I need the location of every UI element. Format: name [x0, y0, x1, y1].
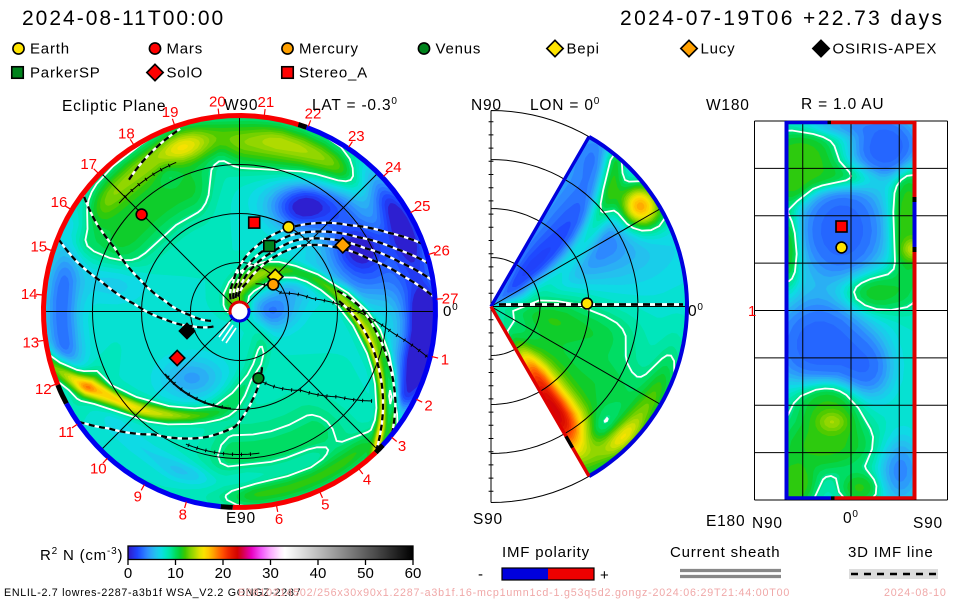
svg-text:13: 13	[22, 334, 39, 351]
svg-text:2024-08-10: 2024-08-10	[884, 587, 947, 599]
svg-text:4: 4	[363, 472, 371, 489]
svg-text:E180: E180	[706, 513, 745, 530]
svg-text:W180: W180	[706, 97, 750, 114]
svg-text:6: 6	[275, 511, 283, 528]
svg-text:S90: S90	[913, 515, 943, 532]
svg-text:2024-07-19T06 +22.73 days: 2024-07-19T06 +22.73 days	[620, 7, 944, 30]
svg-text:Bepi: Bepi	[567, 41, 600, 58]
svg-text:17: 17	[80, 156, 97, 173]
svg-text:IMF polarity: IMF polarity	[502, 544, 590, 561]
svg-text:10: 10	[167, 565, 184, 582]
svg-text:W90: W90	[224, 97, 258, 114]
svg-text:27: 27	[442, 290, 459, 307]
svg-text:R2 N (cm-3): R2 N (cm-3)	[40, 546, 123, 564]
svg-text:Earth: Earth	[30, 41, 70, 58]
svg-text:S90: S90	[473, 511, 503, 528]
svg-text:ParkerSP: ParkerSP	[30, 65, 101, 82]
svg-text:25: 25	[414, 198, 431, 215]
svg-text:1: 1	[748, 303, 756, 320]
svg-text:40: 40	[310, 565, 327, 582]
svg-text:Current sheath: Current sheath	[670, 544, 780, 561]
svg-text:30: 30	[262, 565, 279, 582]
svg-text:R = 1.0 AU: R = 1.0 AU	[801, 96, 884, 113]
svg-text:0: 0	[124, 565, 132, 582]
svg-text:1: 1	[441, 352, 449, 369]
svg-text:2: 2	[424, 397, 432, 414]
svg-text:22: 22	[305, 106, 322, 123]
svg-text:11: 11	[58, 424, 74, 441]
svg-text:Mars: Mars	[167, 41, 204, 58]
svg-text:20: 20	[209, 94, 226, 111]
svg-text:Stereo_A: Stereo_A	[299, 65, 368, 82]
svg-text:LAT = -0.30: LAT = -0.30	[312, 96, 398, 114]
svg-text:16: 16	[51, 194, 68, 211]
svg-text:5: 5	[321, 496, 329, 513]
svg-text:23: 23	[348, 128, 365, 145]
svg-text:OSIRIS-APEX: OSIRIS-APEX	[833, 41, 938, 58]
svg-text:E0810214502/256x30x90x1.2287-a: E0810214502/256x30x90x1.2287-a3b1f.16-mc…	[238, 587, 790, 599]
svg-text:9: 9	[134, 488, 142, 505]
svg-text:21: 21	[258, 94, 275, 111]
svg-text:SolO: SolO	[167, 65, 204, 82]
svg-text:50: 50	[357, 565, 374, 582]
svg-text:LON = 00: LON = 00	[530, 96, 600, 114]
svg-text:24: 24	[385, 159, 402, 176]
svg-text:Lucy: Lucy	[701, 41, 736, 58]
svg-text:E90: E90	[226, 510, 256, 527]
svg-text:ENLIL-2.7 lowres-2287-a3b1f WS: ENLIL-2.7 lowres-2287-a3b1f WSA_V2.2 GON…	[4, 587, 301, 599]
svg-text:20: 20	[215, 565, 232, 582]
svg-text:60: 60	[405, 565, 422, 582]
svg-text:N90: N90	[471, 97, 502, 114]
svg-text:Venus: Venus	[436, 41, 482, 58]
svg-text:Mercury: Mercury	[299, 41, 359, 58]
svg-text:26: 26	[433, 243, 450, 260]
svg-text:10: 10	[90, 460, 107, 477]
svg-text:14: 14	[21, 286, 38, 303]
svg-text:3D IMF line: 3D IMF line	[848, 544, 934, 561]
svg-text:Ecliptic Plane: Ecliptic Plane	[62, 98, 166, 115]
svg-text:N90: N90	[752, 515, 783, 532]
svg-text:18: 18	[118, 125, 135, 142]
svg-text:+: +	[600, 567, 610, 584]
svg-text:3: 3	[398, 438, 406, 455]
svg-text:-: -	[478, 566, 484, 583]
svg-text:19: 19	[162, 104, 179, 121]
svg-text:12: 12	[35, 381, 52, 398]
svg-text:2024-08-11T00:00: 2024-08-11T00:00	[22, 7, 225, 30]
svg-text:15: 15	[30, 238, 47, 255]
svg-text:8: 8	[179, 507, 187, 524]
